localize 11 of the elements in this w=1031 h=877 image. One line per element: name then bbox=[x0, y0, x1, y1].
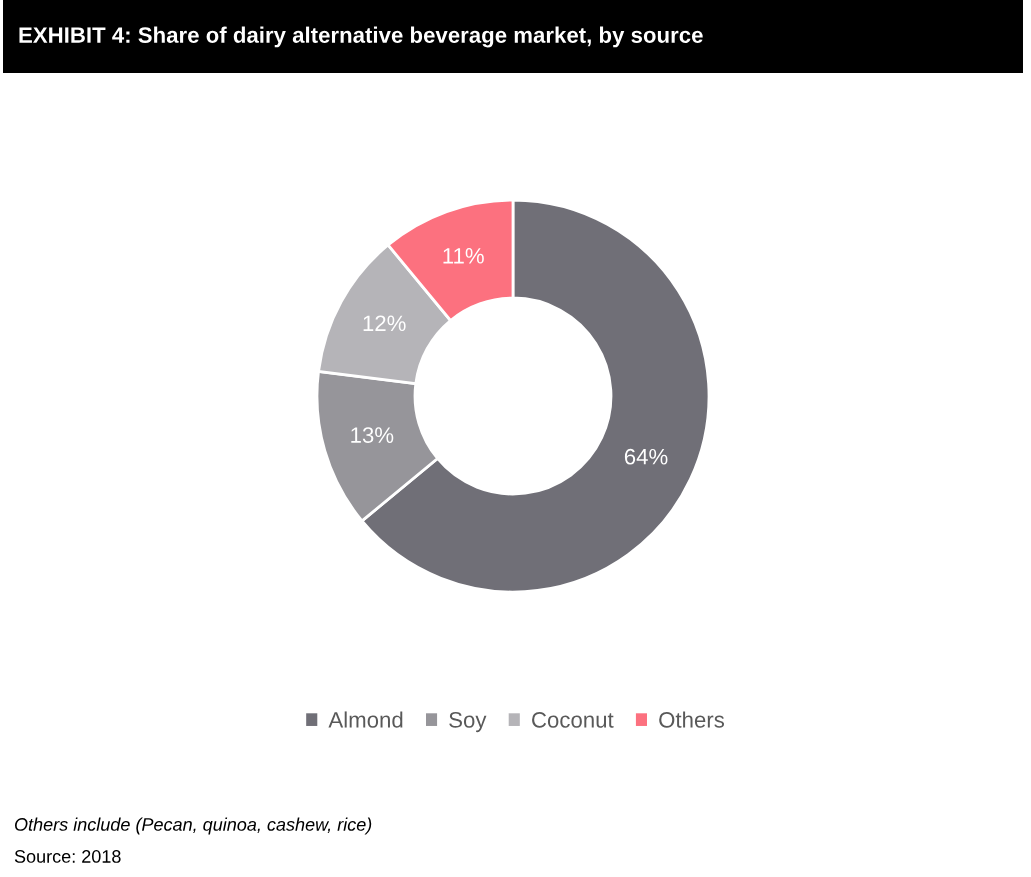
legend-label: Others bbox=[659, 711, 725, 728]
legend-label: Coconut bbox=[532, 712, 614, 728]
source-note: Source: 2018 bbox=[14, 850, 121, 863]
data-label: 64% bbox=[624, 448, 668, 465]
legend-label: Almond bbox=[328, 711, 403, 728]
legend-label: Soy bbox=[449, 712, 487, 733]
chart-title: EXHIBIT 4: Share of dairy alternative beverage market, by source bbox=[19, 26, 703, 48]
text: Others include (Pecan, quinoa, cashew, rice) bbox=[14, 817, 372, 835]
data-label: 11% bbox=[443, 248, 484, 264]
data-label: 12% bbox=[363, 315, 406, 332]
data-label: 13% bbox=[351, 427, 394, 443]
